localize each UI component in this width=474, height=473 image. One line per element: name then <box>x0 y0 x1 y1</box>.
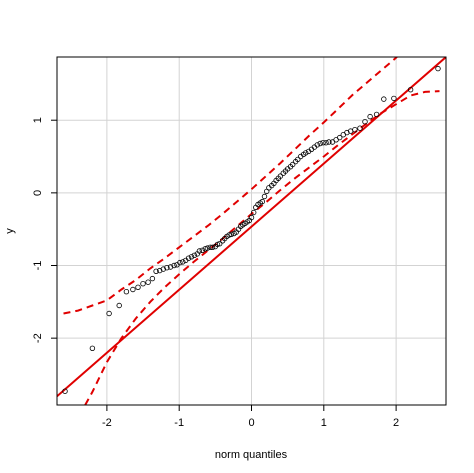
data-point <box>135 284 141 290</box>
data-point <box>153 268 159 274</box>
data-point <box>164 265 170 271</box>
data-point <box>199 247 205 253</box>
data-point <box>277 173 284 179</box>
data-point <box>149 275 156 282</box>
data-point <box>259 198 265 205</box>
data-point <box>185 255 192 261</box>
data-point <box>228 231 234 237</box>
data-point <box>123 289 130 295</box>
data-point <box>209 244 216 250</box>
reference-line <box>57 57 446 398</box>
data-point <box>435 65 441 72</box>
data-point <box>391 95 397 102</box>
data-point <box>314 142 320 148</box>
data-point <box>188 254 195 260</box>
x-axis-title: norm quantiles <box>215 449 288 461</box>
data-point <box>156 267 163 274</box>
data-point <box>337 134 343 141</box>
x-tick-label: 0 <box>248 417 254 429</box>
y-axis-title: y <box>4 228 16 234</box>
data-point <box>317 140 323 147</box>
y-tick-label: 1 <box>32 117 44 123</box>
data-point <box>207 244 213 250</box>
data-point <box>140 281 146 287</box>
data-point <box>171 262 177 269</box>
data-point <box>145 279 151 285</box>
data-point <box>89 345 96 351</box>
data-point <box>216 240 223 247</box>
data-point <box>214 241 221 248</box>
x-tick-label: 2 <box>393 417 399 429</box>
x-tick-label: -1 <box>174 417 184 429</box>
data-point <box>381 96 387 102</box>
upper-confidence-envelope <box>63 57 399 315</box>
data-point <box>362 118 368 125</box>
lower-confidence-envelope <box>84 90 440 405</box>
data-point <box>320 139 326 146</box>
data-point <box>196 248 203 254</box>
data-point <box>295 156 301 163</box>
data-point <box>290 161 296 168</box>
x-tick-label: 1 <box>321 417 327 429</box>
x-tick-label: -2 <box>102 417 112 429</box>
data-point <box>326 139 332 145</box>
y-tick-label: 0 <box>32 190 44 196</box>
data-point <box>177 259 183 266</box>
data-point <box>160 266 166 272</box>
data-point <box>116 302 122 309</box>
y-tick-label: -1 <box>32 261 44 271</box>
data-point <box>357 125 363 131</box>
data-point <box>167 264 174 270</box>
data-point <box>367 113 373 120</box>
data-point <box>180 259 186 265</box>
data-point <box>250 209 257 216</box>
data-point <box>191 252 198 258</box>
data-point <box>226 232 232 238</box>
data-point <box>202 246 208 252</box>
data-point <box>248 214 255 221</box>
data-point <box>407 86 414 93</box>
data-point <box>373 111 380 118</box>
y-tick-label: -2 <box>32 333 44 343</box>
axes: -2 -1 0 1 2 -2 -1 0 1 <box>32 117 399 429</box>
data-point <box>323 139 329 146</box>
data-point <box>352 126 358 133</box>
data-point <box>204 245 211 251</box>
data-point <box>261 193 268 200</box>
plot-area <box>57 57 446 405</box>
data-point <box>106 310 112 317</box>
data-point <box>62 388 68 394</box>
data-point <box>130 286 136 293</box>
data-point <box>303 150 309 156</box>
